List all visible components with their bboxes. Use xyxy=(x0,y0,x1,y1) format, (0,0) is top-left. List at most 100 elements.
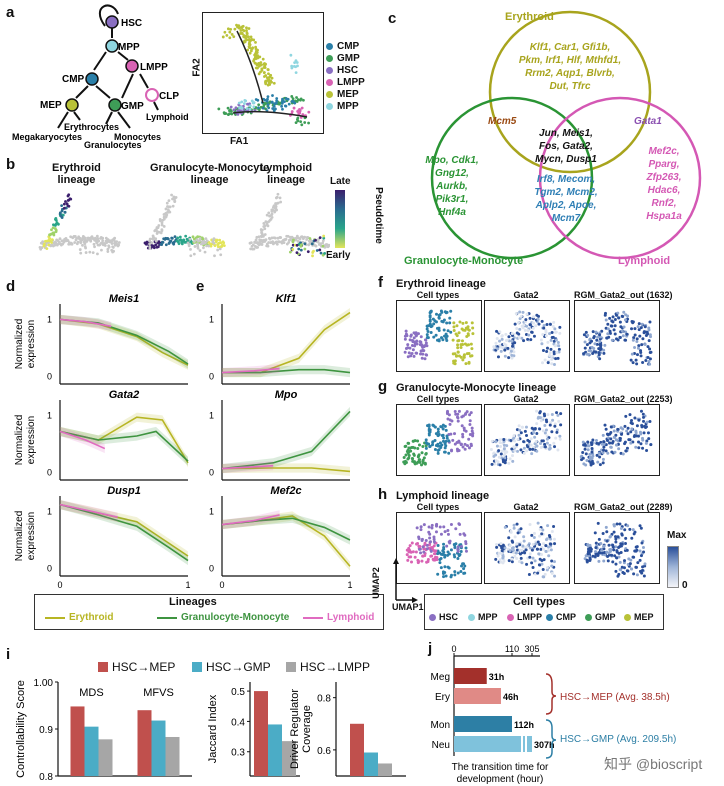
b-point xyxy=(111,246,115,249)
b-point xyxy=(222,244,226,248)
umap-point xyxy=(590,339,594,343)
umap-point xyxy=(543,442,547,446)
umap-point xyxy=(593,555,597,559)
umap-point xyxy=(543,414,547,418)
umap-point xyxy=(545,349,549,353)
umap-point xyxy=(622,310,626,314)
umap-point xyxy=(635,362,639,366)
umap-point xyxy=(535,409,539,413)
umap-point xyxy=(453,432,457,436)
fa-point xyxy=(257,64,261,68)
umap-point xyxy=(524,548,528,552)
umap-point xyxy=(456,346,460,350)
b-point xyxy=(168,205,172,209)
umap-point xyxy=(549,548,553,552)
y-tick-label: 0 xyxy=(47,371,52,381)
umap-point xyxy=(505,444,509,448)
umap-point xyxy=(625,548,629,552)
umap-point xyxy=(507,536,511,540)
umap-point xyxy=(420,451,424,455)
umap-point xyxy=(459,343,463,347)
fa-point xyxy=(238,106,241,110)
label-clp: CLP xyxy=(159,91,179,102)
umap-point xyxy=(457,522,461,526)
umap-point xyxy=(633,346,637,350)
fa-point xyxy=(272,81,276,85)
b-point xyxy=(79,251,83,255)
bar xyxy=(454,716,512,732)
umap-point xyxy=(531,447,535,451)
umap-point xyxy=(421,545,425,549)
umap-point xyxy=(514,312,518,316)
umap-point xyxy=(638,524,642,528)
umap-point xyxy=(444,574,448,578)
umap-point xyxy=(419,525,423,529)
umap-point xyxy=(452,325,456,329)
umap-point xyxy=(460,339,464,343)
b-point xyxy=(106,247,110,251)
fa-point xyxy=(268,83,272,86)
umap-point xyxy=(639,442,643,446)
umap-point xyxy=(502,447,506,451)
umap-point xyxy=(558,434,562,438)
umap-point xyxy=(438,525,442,529)
umap-point xyxy=(617,447,621,451)
umap-plot xyxy=(574,300,660,372)
umap-column-label: Cell types xyxy=(416,502,460,512)
fa-point xyxy=(252,101,256,105)
fa-point xyxy=(299,120,303,124)
umap-point xyxy=(496,554,500,558)
b-point xyxy=(70,242,74,246)
umap-point xyxy=(435,558,439,562)
umap-point xyxy=(631,321,635,325)
trend-line xyxy=(221,367,280,374)
umap-point xyxy=(597,451,601,455)
umap-point xyxy=(614,535,618,539)
y-tick-label: 1 xyxy=(47,506,52,516)
umap-point xyxy=(598,357,602,361)
umap-point xyxy=(410,352,414,356)
y-axis-label: expression xyxy=(26,416,37,464)
umap-point xyxy=(529,338,533,342)
umap-point xyxy=(530,561,534,565)
umap-point xyxy=(406,343,410,347)
fa-point xyxy=(237,26,241,30)
umap-point xyxy=(614,537,618,541)
umap-point xyxy=(528,555,532,559)
umap-point xyxy=(470,354,474,358)
umap-point xyxy=(471,326,475,330)
b-point xyxy=(148,237,152,241)
umap-point xyxy=(584,554,588,558)
panel-label-g: g xyxy=(378,378,388,395)
svg-text:Rnf2,: Rnf2, xyxy=(652,198,677,209)
umap-point xyxy=(594,546,598,550)
legend-line-icon xyxy=(303,616,323,619)
b-point xyxy=(274,202,277,205)
umap-point xyxy=(601,451,605,455)
umap-point xyxy=(648,357,652,361)
umap-point xyxy=(443,446,447,450)
b-point xyxy=(275,242,279,246)
venn-erythroid-genes: Klf1, Car1, Gfi1b, Pkm, Irf1, Hlf, Mthfd… xyxy=(519,42,621,92)
umap-point xyxy=(438,441,442,445)
fa-point xyxy=(223,30,227,34)
legend-dot-icon xyxy=(326,78,333,86)
fa-point xyxy=(295,96,298,99)
umap-point xyxy=(424,452,428,456)
b-point xyxy=(222,241,226,245)
b-point xyxy=(100,248,103,252)
umap-point xyxy=(632,336,636,340)
umap-point xyxy=(616,427,620,431)
fa-point xyxy=(255,66,259,70)
b-point xyxy=(301,240,305,244)
umap-point xyxy=(608,432,612,436)
umap-point xyxy=(521,310,525,314)
fa-point xyxy=(233,27,237,31)
b-point xyxy=(47,243,51,247)
y-tick-label: 1 xyxy=(209,314,214,324)
b-point xyxy=(160,221,164,225)
umap-point xyxy=(415,526,419,530)
fa-point xyxy=(244,34,248,38)
fa-point xyxy=(228,112,231,116)
fa-point xyxy=(287,102,291,106)
